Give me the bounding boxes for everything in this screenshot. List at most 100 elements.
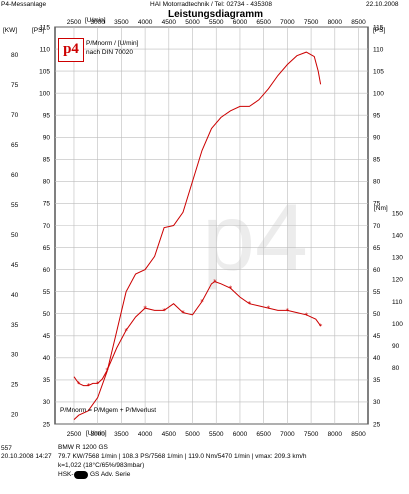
kw-tick-label: 50 [11,232,19,239]
footer-correction: k=1,022 (18°C/65%/983mbar) [58,462,145,469]
power-curve [73,51,322,420]
ps-tick-label-left: 40 [43,355,51,362]
nm-tick-label: 140 [392,232,403,239]
torque-point-marker: * [229,285,233,293]
ps-tick-label-right: 40 [373,355,381,362]
x-tick-label-top: 7000 [280,19,295,26]
footer-timestamp: 20.10.2008 14:27 [1,453,52,460]
kw-tick-label: 25 [11,382,19,389]
x-tick-label-top: 2500 [67,19,82,26]
ps-tick-label-right: 80 [373,179,381,186]
ps-tick-label-right: 50 [373,311,381,318]
torque-curve [73,281,322,387]
ps-tick-label-right: 110 [373,46,384,53]
x-tick-label-top: 5500 [209,19,224,26]
x-tick-label-top: 6000 [233,19,248,26]
ps-tick-label-left: 75 [43,201,51,208]
torque-point-marker: * [305,311,309,319]
footer-id: 557 [1,445,12,452]
kw-axis-unit: [KW] [3,27,18,34]
nm-tick-label: 150 [392,210,403,217]
p4-logo: p4 [58,38,84,62]
x-tick-label-bottom: 3000 [90,431,105,438]
nm-tick-label: 130 [392,255,403,262]
torque-point-marker: * [143,305,147,313]
ps-tick-label-left: 105 [39,68,50,75]
kw-tick-label: 80 [11,52,19,59]
header-center: HAI Motorradtechnik / Tel: 02734 - 43530… [150,1,273,8]
ps-tick-label-right: 95 [373,113,381,120]
ps-tick-label-left: 100 [39,90,50,97]
ps-tick-label-right: 90 [373,135,381,142]
x-tick-label-top: 3500 [114,19,129,26]
ps-tick-label-left: 30 [43,399,51,406]
ps-tick-label-left: 115 [40,24,51,31]
header-left: P4-Messanlage [1,1,47,8]
x-tick-label-top: 4000 [138,19,153,26]
torque-point-marker: * [181,309,185,317]
torque-point-marker: * [124,327,128,335]
nm-tick-label: 90 [392,343,400,350]
kw-tick-label: 20 [11,412,19,419]
kw-tick-label: 70 [11,112,19,119]
x-tick-label-bottom: 4500 [162,431,177,438]
torque-point-marker: * [286,307,290,315]
rpm-unit-top: [U/min] [85,17,106,24]
nm-tick-label: 110 [392,299,403,306]
nm-tick-label: 120 [392,277,403,284]
x-tick-label-bottom: 4000 [138,431,153,438]
ps-tick-label-left: 35 [43,377,51,384]
footer-vehicle: BMW R 1200 GS [58,444,108,451]
ps-tick-label-left: 110 [40,46,51,53]
watermark-text: p4 [202,185,308,291]
legend-line-1: P/Mnorm / [U/min] [86,40,139,47]
ps-tick-label-right: 100 [373,90,384,97]
ps-tick-label-left: 70 [43,223,51,230]
x-tick-label-top: 8000 [328,19,343,26]
legend-line-2: nach DIN 70020 [86,49,133,56]
torque-point-marker: * [77,380,81,388]
x-tick-label-bottom: 6500 [256,431,271,438]
x-tick-label-top: 8500 [351,19,366,26]
torque-point-marker: * [319,322,323,330]
ps-axis-unit-left: [PS] [32,27,45,34]
kw-tick-label: 45 [11,262,19,269]
ps-tick-label-left: 95 [43,113,51,120]
x-tick-label-bottom: 3500 [114,431,129,438]
torque-point-marker: * [248,300,252,308]
x-tick-label-top: 3000 [90,19,105,26]
x-tick-label-bottom: 7000 [280,431,295,438]
x-tick-label-bottom: 8000 [328,431,343,438]
ps-tick-label-right: 115 [373,24,384,31]
chart-title: Leistungsdiagramm [168,9,264,20]
kw-tick-label: 60 [11,172,19,179]
ps-tick-label-right: 105 [373,68,384,75]
ps-tick-label-left: 45 [43,333,51,340]
ps-tick-label-left: 90 [43,135,51,142]
kw-tick-label: 75 [11,82,19,89]
torque-point-marker: * [200,298,204,306]
x-tick-label-top: 6500 [256,19,271,26]
ps-tick-label-left: 25 [43,421,51,428]
kw-tick-label: 65 [11,142,19,149]
torque-point-marker: * [105,367,109,375]
torque-point-marker: * [267,305,271,313]
ps-tick-label-left: 50 [43,311,51,318]
footer-model: GS Adv. Serie [90,471,131,478]
ps-tick-label-right: 35 [373,377,381,384]
header-date: 22.10.2008 [366,1,399,8]
torque-point-marker: * [213,278,217,286]
torque-point-marker: * [162,307,166,315]
ps-tick-label-right: 60 [373,267,381,274]
ps-tick-label-right: 70 [373,223,381,230]
footer-hsk: HSK- [58,471,74,478]
footer-results: 79.7 KW/7568 1/min | 108.3 PS/7568 1/min… [58,453,307,460]
legend-formula: P/Mnorm = P/Mgem + P/Mverlust [60,407,157,414]
x-tick-label-bottom: 5500 [209,431,224,438]
ps-tick-label-right: 25 [373,421,381,428]
x-tick-label-bottom: 2500 [67,431,82,438]
ps-tick-label-left: 85 [43,157,51,164]
x-tick-label-top: 5000 [185,19,200,26]
ps-axis-unit-right: [PS] [373,27,386,34]
ps-tick-label-left: 60 [43,267,51,274]
